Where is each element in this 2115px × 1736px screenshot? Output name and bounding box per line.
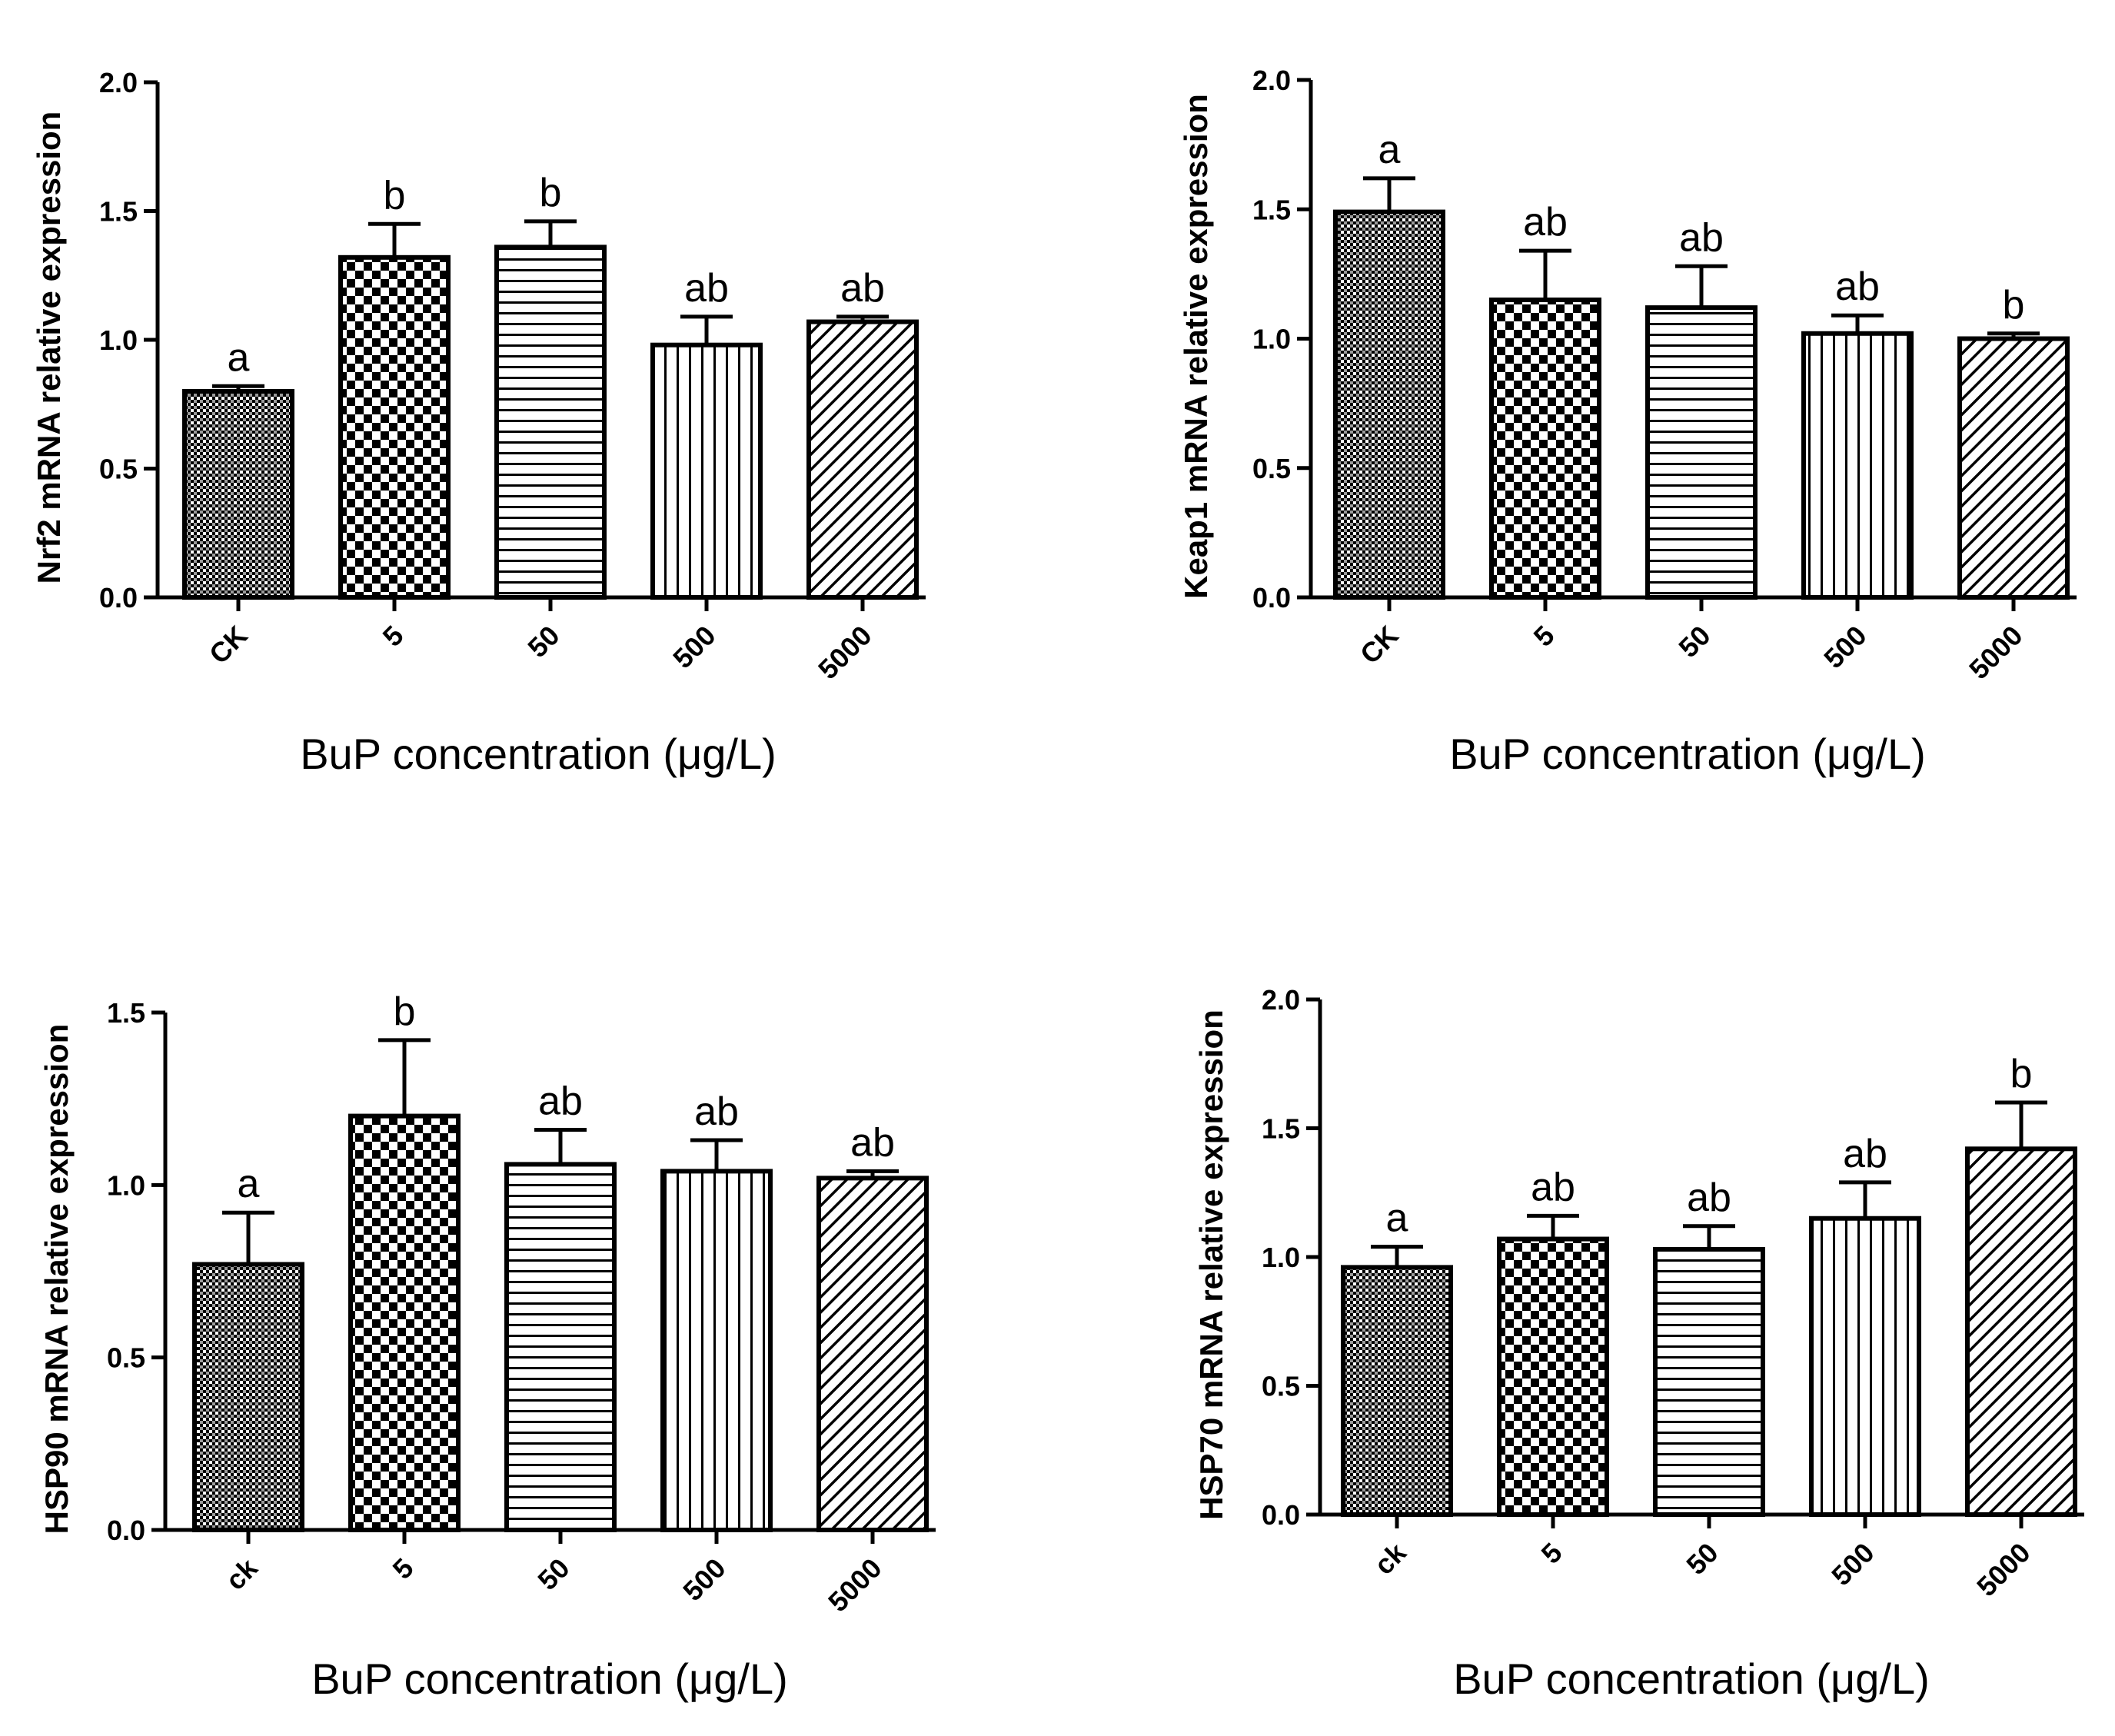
y-tick-label: 0.0 — [107, 1515, 145, 1546]
bar-5000 — [806, 319, 919, 600]
significance-label: ab — [840, 266, 885, 311]
bar-50 — [504, 1162, 617, 1532]
y-tick-label: 1.0 — [107, 1169, 145, 1201]
y-tick-label: 2.0 — [1262, 984, 1300, 1016]
x-tick-label: 5 — [1528, 620, 1561, 653]
significance-label: a — [1386, 1196, 1408, 1241]
x-tick-label: ck — [219, 1551, 264, 1596]
significance-label: b — [540, 171, 562, 215]
x-axis-title: BuP concentration (μg/L) — [1449, 730, 1926, 778]
x-tick-label: 50 — [1680, 1537, 1724, 1581]
bar-50 — [1653, 1246, 1765, 1517]
bar-5000 — [1957, 336, 2070, 600]
significance-label: b — [2010, 1052, 2033, 1096]
x-tick-label: 50 — [531, 1552, 575, 1596]
y-tick-label: 1.5 — [99, 196, 138, 228]
x-tick-label: CK — [203, 620, 254, 670]
y-tick-label: 0.5 — [99, 454, 138, 485]
significance-label: ab — [694, 1089, 739, 1134]
x-tick-label: 500 — [1817, 620, 1872, 674]
y-tick-label: 0.5 — [107, 1342, 145, 1374]
bar-50 — [1645, 305, 1758, 600]
significance-label: ab — [1687, 1176, 1731, 1220]
x-tick-label: 5 — [377, 620, 410, 653]
bar-500 — [660, 1169, 773, 1533]
x-tick-label: ck — [1368, 1536, 1412, 1581]
x-tick-label: 5000 — [812, 620, 878, 686]
significance-label: ab — [1523, 200, 1568, 244]
x-axis-title: BuP concentration (μg/L) — [300, 730, 776, 778]
significance-label: ab — [1835, 264, 1880, 309]
bar-ck — [1341, 1265, 1453, 1518]
x-axis-title: BuP concentration (μg/L) — [1453, 1655, 1930, 1703]
bar-500 — [1809, 1216, 1921, 1517]
bar-5000 — [816, 1176, 929, 1532]
x-tick-label: 500 — [677, 1552, 731, 1607]
significance-label: b — [394, 989, 416, 1034]
y-tick-label: 0.0 — [99, 582, 138, 614]
significance-label: ab — [1679, 215, 1724, 260]
x-tick-label: 5000 — [1970, 1537, 2037, 1603]
y-axis-title: Nrf2 mRNA relative expression — [31, 111, 67, 584]
y-tick-label: 0.5 — [1252, 453, 1291, 484]
bar-5 — [348, 1113, 461, 1532]
significance-label: a — [238, 1162, 260, 1206]
bar-CK — [1333, 209, 1445, 600]
x-axis-title: BuP concentration (μg/L) — [311, 1655, 788, 1703]
x-tick-label: 500 — [667, 620, 721, 674]
bar-CK — [182, 389, 294, 600]
significance-label: ab — [1843, 1132, 1887, 1176]
bar-5 — [1497, 1236, 1609, 1518]
bar-500 — [650, 342, 763, 600]
significance-label: a — [1378, 128, 1401, 172]
y-tick-label: 1.5 — [1262, 1113, 1300, 1145]
y-tick-label: 2.0 — [1252, 65, 1291, 96]
bar-5 — [338, 254, 451, 600]
bar-ck — [192, 1262, 304, 1532]
significance-label: a — [228, 335, 250, 380]
significance-label: ab — [850, 1120, 895, 1165]
bar-500 — [1801, 331, 1914, 600]
significance-label: b — [384, 173, 406, 218]
y-tick-label: 2.0 — [99, 67, 138, 98]
bar-50 — [494, 244, 607, 600]
x-tick-label: 5000 — [822, 1552, 888, 1618]
x-tick-label: 50 — [521, 620, 565, 663]
y-tick-label: 1.0 — [99, 324, 138, 356]
y-tick-label: 1.0 — [1252, 324, 1291, 355]
x-tick-label: 5 — [387, 1552, 420, 1585]
y-tick-label: 0.0 — [1252, 582, 1291, 614]
x-tick-label: 50 — [1672, 620, 1716, 663]
significance-label: ab — [684, 266, 729, 311]
y-tick-label: 0.0 — [1262, 1499, 1300, 1531]
y-axis-title: HSP90 mRNA relative expression — [38, 1024, 75, 1535]
x-tick-label: CK — [1354, 620, 1405, 670]
bar-5000 — [1965, 1146, 2077, 1518]
y-tick-label: 1.5 — [1252, 194, 1291, 225]
x-tick-label: 500 — [1825, 1537, 1880, 1591]
y-tick-label: 1.0 — [1262, 1242, 1300, 1273]
y-tick-label: 0.5 — [1262, 1371, 1300, 1402]
bar-5 — [1489, 298, 1601, 600]
significance-label: ab — [1531, 1165, 1575, 1209]
significance-label: b — [2003, 283, 2025, 328]
y-axis-title: HSP70 mRNA relative expression — [1193, 1009, 1229, 1520]
x-tick-label: 5 — [1535, 1537, 1568, 1570]
x-tick-label: 5000 — [1963, 620, 2029, 686]
y-tick-label: 1.5 — [107, 997, 145, 1029]
y-axis-title: Keap1 mRNA relative expression — [1178, 94, 1214, 599]
significance-label: ab — [538, 1079, 583, 1124]
